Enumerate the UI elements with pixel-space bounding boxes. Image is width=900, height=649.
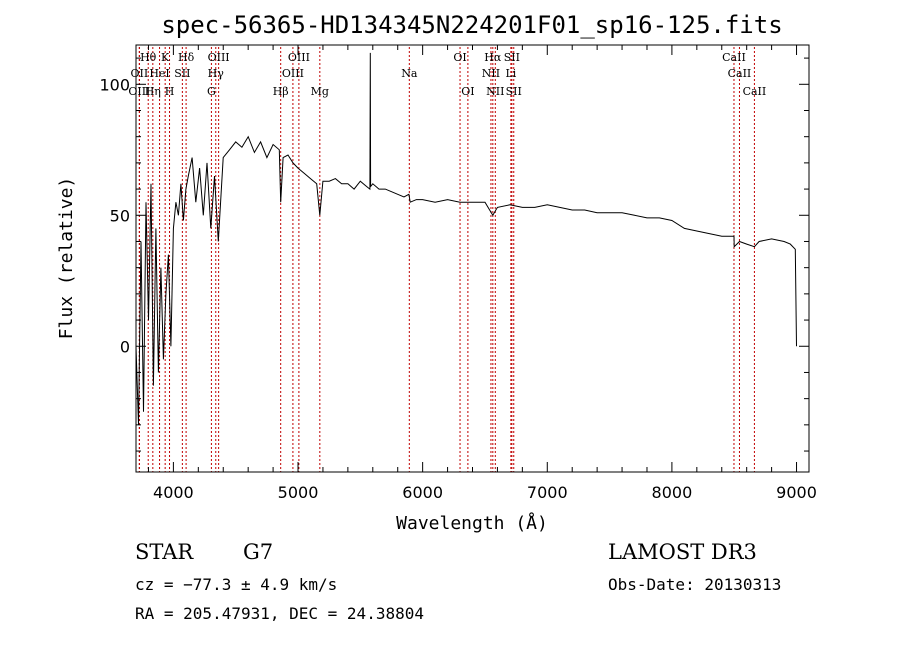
line-annotation-label: OIII bbox=[128, 85, 150, 98]
plot-frame bbox=[135, 44, 810, 473]
x-tick-label: 4000 bbox=[153, 483, 194, 502]
line-annotation-label: OIII bbox=[282, 67, 304, 80]
line-annotation-label: Hβ bbox=[273, 85, 289, 98]
line-annotation-label: OI bbox=[453, 51, 466, 64]
line-annotation-label: NII bbox=[486, 85, 504, 98]
line-annotation-label: OI bbox=[461, 85, 474, 98]
coordinates: RA = 205.47931, DEC = 24.38804 bbox=[135, 604, 424, 623]
line-annotation-label: K bbox=[161, 51, 170, 64]
line-annotation-label: Na bbox=[401, 67, 418, 80]
line-annotation-label: SII bbox=[504, 51, 520, 64]
line-annotation-label: SII bbox=[506, 85, 522, 98]
line-annotation-label: H bbox=[165, 85, 175, 98]
object-class: STAR bbox=[135, 540, 194, 564]
x-tick-label: 5000 bbox=[278, 483, 319, 502]
line-annotation-label: Hα bbox=[484, 51, 502, 64]
spectrum-line bbox=[135, 52, 797, 425]
line-annotation-label: Hη bbox=[145, 85, 161, 98]
line-annotation-label: Mg bbox=[311, 85, 329, 98]
line-annotation-label: OIII bbox=[288, 51, 310, 64]
y-tick-label: 100 bbox=[99, 75, 130, 94]
subclass: G7 bbox=[243, 540, 274, 564]
axis-ticks bbox=[136, 45, 809, 472]
line-annotation-label: Li bbox=[505, 67, 516, 80]
x-tick-label: 6000 bbox=[402, 483, 443, 502]
x-tick-label: 7000 bbox=[527, 483, 568, 502]
line-markers bbox=[138, 47, 755, 472]
line-annotations: Hθ OII OIII K HeI Hη Hδ SII H OIII Hγ G OIII OIII Hβ Mg… bbox=[128, 51, 766, 98]
line-annotation-label: OIII bbox=[208, 51, 230, 64]
line-annotation-label: Hδ bbox=[178, 51, 195, 64]
axis-tick-labels: 4000 5000 6000 7000 8000 9000 0 50 100 bbox=[99, 75, 816, 502]
line-annotation-label: CaII bbox=[743, 85, 767, 98]
line-annotation-label: SII bbox=[174, 67, 190, 80]
line-annotation-label: NII bbox=[482, 67, 500, 80]
chart-title: spec-56365-HD134345N224201F01_sp16-125.f… bbox=[161, 11, 782, 39]
line-annotation-label: G bbox=[207, 85, 216, 98]
line-annotation-label: CaII bbox=[728, 67, 752, 80]
line-annotation-label: CaII bbox=[722, 51, 746, 64]
x-tick-label: 9000 bbox=[776, 483, 817, 502]
survey-name: LAMOST DR3 bbox=[608, 540, 757, 564]
redshift-cz: cz = −77.3 ± 4.9 km/s bbox=[135, 575, 338, 594]
line-annotation-label: Hγ bbox=[208, 67, 225, 80]
x-tick-label: 8000 bbox=[652, 483, 693, 502]
obs-date: Obs-Date: 20130313 bbox=[608, 575, 782, 594]
line-annotation-label: OII bbox=[131, 67, 149, 80]
y-tick-label: 50 bbox=[110, 206, 130, 225]
y-tick-label: 0 bbox=[120, 337, 130, 356]
line-annotation-label: HeI bbox=[149, 67, 169, 80]
line-annotation-label: Hθ bbox=[140, 51, 157, 64]
y-axis-label: Flux (relative) bbox=[56, 177, 77, 340]
x-axis-label: Wavelength (Å) bbox=[396, 512, 548, 534]
